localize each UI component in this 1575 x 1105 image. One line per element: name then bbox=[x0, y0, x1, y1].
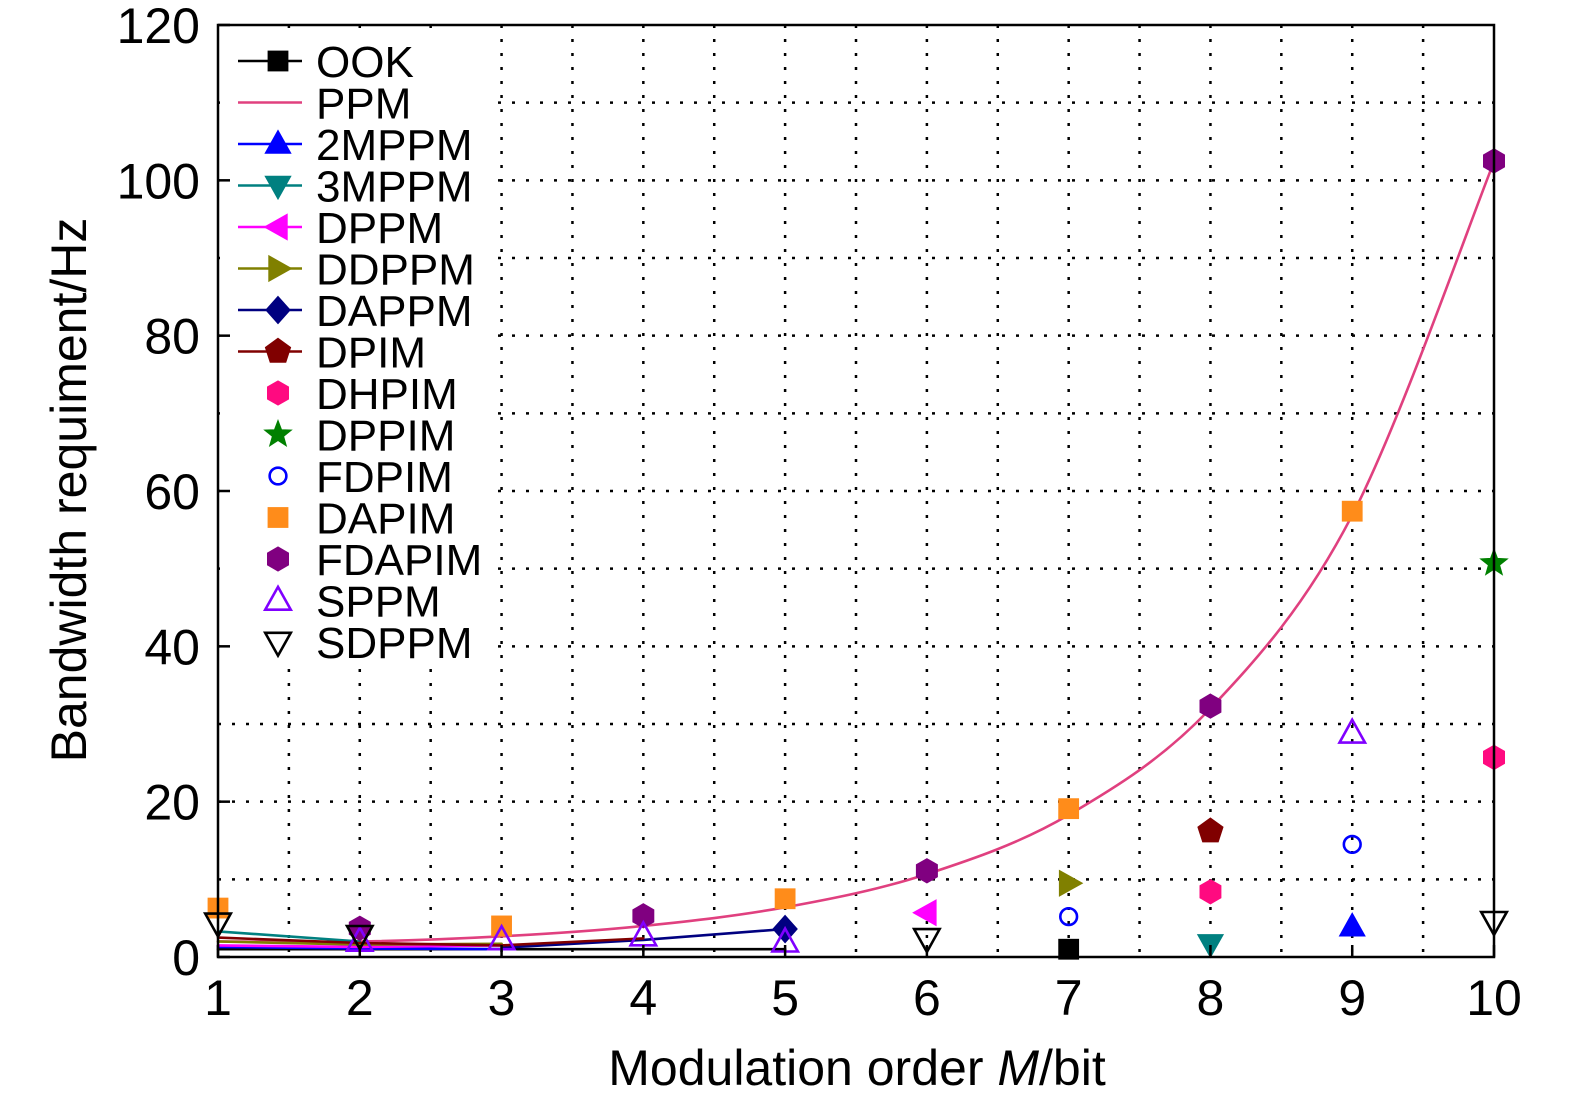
marker-dapim bbox=[1058, 798, 1080, 820]
legend-item-fdapim: FDAPIM bbox=[267, 536, 482, 585]
y-tick-label: 40 bbox=[144, 619, 200, 675]
marker-dhpim bbox=[1199, 879, 1222, 905]
legend-marker bbox=[262, 631, 294, 659]
x-tick-label: 1 bbox=[204, 970, 232, 1026]
marker-fdpim bbox=[1059, 906, 1079, 927]
x-tick-label: 10 bbox=[1466, 970, 1522, 1026]
y-tick-label: 20 bbox=[144, 775, 200, 831]
marker-2mppm bbox=[1338, 912, 1366, 937]
legend-marker bbox=[268, 466, 288, 486]
series-markers bbox=[202, 148, 1510, 960]
line-3mppm bbox=[216, 930, 362, 943]
marker-sdppm bbox=[344, 924, 375, 952]
x-tick-label: 6 bbox=[913, 970, 941, 1026]
legend-marker bbox=[267, 507, 289, 528]
legend-item-dppim: DPPIM bbox=[263, 412, 455, 461]
x-tick-label: 8 bbox=[1197, 970, 1225, 1026]
legend-label: DHPIM bbox=[316, 370, 458, 419]
legend-marker bbox=[267, 380, 289, 406]
legend-label: SDPPM bbox=[316, 619, 472, 668]
y-tick-label: 100 bbox=[117, 153, 200, 209]
marker-dapim bbox=[1341, 500, 1363, 522]
legend-label: FDPIM bbox=[316, 453, 453, 502]
legend-item-dhpim: DHPIM bbox=[267, 370, 458, 419]
legend-label: 3MPPM bbox=[316, 163, 472, 212]
legend-marker bbox=[268, 254, 293, 283]
legend-label: DAPIM bbox=[316, 495, 455, 544]
x-tick-label: 3 bbox=[488, 970, 516, 1026]
line-dpim bbox=[216, 936, 645, 947]
legend: OOKPPM2MPPM3MPPMDPPMDDPPMDAPPMDPIMDHPIMD… bbox=[238, 38, 482, 668]
legend-label: OOK bbox=[316, 38, 414, 87]
legend-item-fdpim: FDPIM bbox=[268, 453, 453, 502]
legend-marker bbox=[264, 337, 292, 363]
x-axis-label-unit: /bit bbox=[1039, 1040, 1106, 1096]
x-tick-label: 4 bbox=[629, 970, 657, 1026]
legend-item-ddppm: DDPPM bbox=[238, 246, 475, 295]
marker-fdapim bbox=[632, 903, 655, 929]
legend-marker bbox=[265, 295, 291, 325]
legend-item-dpim: DPIM bbox=[238, 329, 426, 378]
marker-fdapim bbox=[915, 858, 938, 884]
marker-ddppm bbox=[1058, 869, 1084, 897]
legend-marker bbox=[263, 418, 293, 448]
legend-label: PPM bbox=[316, 80, 411, 129]
marker-sdppm bbox=[911, 927, 942, 955]
legend-label: DPIM bbox=[316, 329, 426, 378]
legend-item-3mppm: 3MPPM bbox=[238, 163, 472, 212]
x-tick-label: 2 bbox=[346, 970, 374, 1026]
x-tick-label: 5 bbox=[771, 970, 799, 1026]
legend-label: DDPPM bbox=[316, 246, 475, 295]
x-tick-label: 9 bbox=[1338, 970, 1366, 1026]
legend-label: DPPM bbox=[316, 204, 443, 253]
legend-item-dppm: DPPM bbox=[238, 204, 443, 253]
marker-fdapim bbox=[1199, 693, 1222, 719]
legend-label: DAPPM bbox=[316, 287, 472, 336]
legend-item-sppm: SPPM bbox=[262, 578, 441, 627]
legend-item-ook: OOK bbox=[238, 38, 414, 87]
x-axis-label: Modulation order M/bit bbox=[608, 1040, 1106, 1096]
legend-label: SPPM bbox=[316, 578, 441, 627]
legend-marker bbox=[262, 584, 294, 612]
x-tick-label: 7 bbox=[1055, 970, 1083, 1026]
legend-marker bbox=[264, 175, 292, 201]
legend-item-2mppm: 2MPPM bbox=[238, 121, 472, 170]
legend-marker bbox=[264, 129, 292, 154]
legend-label: 2MPPM bbox=[316, 121, 472, 170]
marker-fdpim bbox=[1342, 834, 1362, 855]
legend-marker bbox=[267, 50, 289, 72]
x-axis-label-variable: M bbox=[997, 1040, 1039, 1096]
line-dappm bbox=[500, 927, 787, 950]
marker-sppm bbox=[1337, 717, 1368, 744]
legend-marker bbox=[263, 213, 288, 241]
legend-item-sdppm: SDPPM bbox=[262, 619, 472, 668]
marker-dppm bbox=[912, 899, 937, 927]
marker-dpim bbox=[1197, 817, 1224, 843]
legend-item-ppm: PPM bbox=[238, 80, 411, 129]
y-axis-label: Bandwidth requiment/Hz bbox=[41, 218, 97, 763]
legend-marker bbox=[267, 546, 289, 572]
legend-label: DPPIM bbox=[316, 412, 455, 461]
x-axis-label-text: Modulation order bbox=[608, 1040, 997, 1096]
legend-label: FDAPIM bbox=[316, 536, 482, 585]
y-tick-label: 80 bbox=[144, 309, 200, 365]
legend-item-dappm: DAPPM bbox=[238, 287, 472, 336]
y-tick-label: 0 bbox=[172, 930, 200, 986]
marker-dapim bbox=[774, 888, 796, 910]
y-tick-label: 120 bbox=[117, 0, 200, 54]
legend-item-dapim: DAPIM bbox=[267, 495, 455, 544]
y-tick-label: 60 bbox=[144, 464, 200, 520]
